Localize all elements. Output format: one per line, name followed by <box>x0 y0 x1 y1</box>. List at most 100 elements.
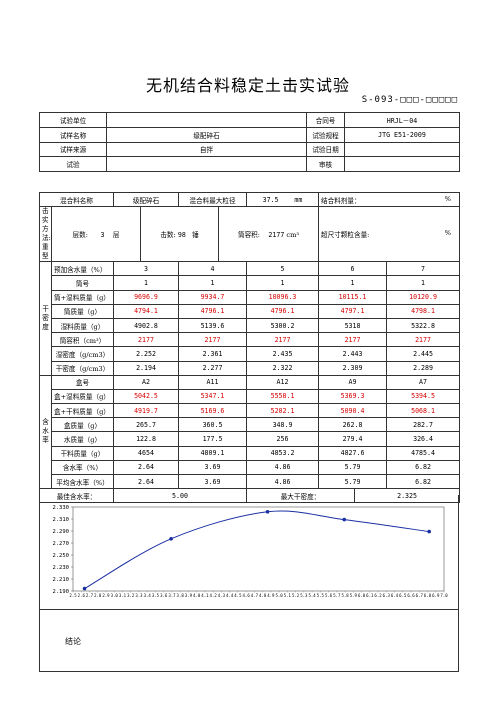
box-mass-1: 265.7 <box>113 417 179 433</box>
water-added-label: 预加含水量（%） <box>51 261 114 277</box>
wet-total-3: 10096.3 <box>245 289 320 305</box>
dry-density-label: 干密度（g/cm3） <box>51 360 114 376</box>
method-label: 击实方法:重型 <box>39 206 52 263</box>
cyl-vol-3: 2177 <box>245 332 320 348</box>
dry-density-section-label: 干密度 <box>39 261 52 376</box>
wet-mass-2: 5139.6 <box>178 317 247 334</box>
data-point <box>342 517 347 522</box>
cyl-vol-4: 2177 <box>318 332 388 348</box>
reviewer-value <box>344 156 460 173</box>
y-tick-label: 2.250 <box>52 553 69 559</box>
source-value: 自拌 <box>106 141 307 158</box>
box-wet-4: 5369.3 <box>318 388 388 405</box>
cylinder-no-4: 1 <box>318 275 388 291</box>
box-mass-5: 282.7 <box>386 417 461 433</box>
water-mass-3: 256 <box>245 431 320 447</box>
mc-3: 4.86 <box>245 459 320 476</box>
compaction-data-table: 混合料名称 级配碎石 混合料最大粒径 37.5 mm 结合料剂量：% 击实方法:… <box>39 191 461 504</box>
x-tick-label: 4.6 <box>243 593 251 598</box>
x-tick-label: 5.8 <box>341 593 349 598</box>
box-dry-5: 5068.1 <box>386 403 461 419</box>
cyl-vol-2: 2177 <box>178 332 247 348</box>
x-tick-label: 5.7 <box>333 593 341 598</box>
x-tick-label: 5.3 <box>300 593 308 598</box>
opt-moisture-value: 5.00 <box>113 488 247 504</box>
cyl-vol-1: 2177 <box>113 332 179 348</box>
unit-label: 试验单位 <box>39 112 107 128</box>
water-added-1: 3 <box>113 261 179 277</box>
sample-name-value: 级配碎石 <box>106 126 307 143</box>
volume-value: 2177 <box>268 231 285 240</box>
layers-cell: 层数: 3 层 <box>51 206 141 263</box>
document-code: S-093-□□□-□□□□□ <box>361 95 458 105</box>
conclusion-label: 结论 <box>65 637 81 646</box>
y-tick-label: 2.270 <box>52 541 69 547</box>
x-tick-label: 2.6 <box>78 593 86 598</box>
binder-cell: 结合料剂量：% <box>318 191 461 208</box>
box-wet-3: 5558.1 <box>245 388 320 405</box>
max-size-value: 37.5 <box>262 195 279 204</box>
x-tick-label: 6.9 <box>432 593 440 598</box>
cyl-mass-label: 筒质量（g） <box>51 303 114 319</box>
water-added-2: 4 <box>178 261 247 277</box>
moisture-section-label: 含水率 <box>39 374 52 490</box>
cylinder-no-3: 1 <box>245 275 320 291</box>
blows-label: 击数: <box>160 231 176 240</box>
x-tick-label: 5.6 <box>325 593 333 598</box>
water-added-4: 6 <box>318 261 388 277</box>
x-tick-label: 7.0 <box>440 593 448 598</box>
oversize-cell: 超尺寸颗粒含量:% <box>318 206 461 263</box>
date-label: 试验日期 <box>306 141 345 158</box>
dry-density-2: 2.277 <box>178 360 247 376</box>
tester-label: 试验 <box>39 156 107 173</box>
layers-label: 层数: <box>72 231 88 240</box>
volume-cell: 筒容积: 2177 cm³ <box>217 206 320 263</box>
dry-mass-4: 4827.6 <box>318 445 388 461</box>
box-mass-4: 262.8 <box>318 417 388 433</box>
box-no-2: A11 <box>178 374 247 390</box>
box-no-5: A7 <box>386 374 461 390</box>
page-title: 无机结合料稳定土击实试验 <box>145 76 350 95</box>
reviewer-label: 审核 <box>306 156 345 173</box>
x-tick-label: 5.2 <box>292 593 300 598</box>
wet-total-label: 筒+湿料质量（g） <box>51 289 114 305</box>
conclusion-section: 结论 <box>39 610 459 672</box>
wet-mass-label: 湿料质量（g） <box>51 317 114 334</box>
box-wet-5: 5394.5 <box>386 388 461 405</box>
avg-mc-5: 6.82 <box>386 473 461 490</box>
cyl-mass-1: 4794.1 <box>113 303 179 319</box>
wet-mass-5: 5322.8 <box>386 317 461 334</box>
y-tick-label: 2.310 <box>52 517 69 523</box>
water-mass-4: 279.4 <box>318 431 388 447</box>
opt-moisture-label: 最佳含水率： <box>39 488 114 504</box>
data-point <box>265 510 270 514</box>
wet-density-1: 2.252 <box>113 346 179 362</box>
x-tick-label: 3.1 <box>119 593 127 598</box>
y-tick-label: 2.210 <box>52 577 69 583</box>
x-tick-label: 3.2 <box>127 593 135 598</box>
data-point <box>82 586 87 591</box>
x-tick-label: 4.7 <box>251 593 259 598</box>
x-tick-label: 4.9 <box>267 593 275 598</box>
y-tick-label: 2.290 <box>52 529 69 535</box>
blows-unit: 锤 <box>192 231 199 240</box>
x-tick-label: 3.4 <box>144 593 152 598</box>
wet-mass-3: 5300.2 <box>245 317 320 334</box>
series-line <box>84 510 430 590</box>
x-tick-label: 3.9 <box>185 593 193 598</box>
x-tick-label: 5.1 <box>284 593 292 598</box>
box-wet-1: 5042.5 <box>113 388 179 405</box>
mc-4: 5.79 <box>318 459 388 476</box>
wet-density-2: 2.361 <box>178 346 247 362</box>
max-size-label: 混合料最大粒径 <box>178 191 247 208</box>
volume-unit: cm³ <box>286 231 299 240</box>
binder-label: 结合料剂量： <box>321 196 361 205</box>
dry-mass-5: 4785.4 <box>386 445 461 461</box>
wet-mass-1: 4902.8 <box>113 317 179 334</box>
avg-mc-3: 4.86 <box>245 473 320 490</box>
avg-mc-2: 3.69 <box>178 473 247 490</box>
wet-total-2: 9934.7 <box>178 289 247 305</box>
wet-mass-4: 5318 <box>318 317 388 334</box>
dry-mass-2: 4809.1 <box>178 445 247 461</box>
